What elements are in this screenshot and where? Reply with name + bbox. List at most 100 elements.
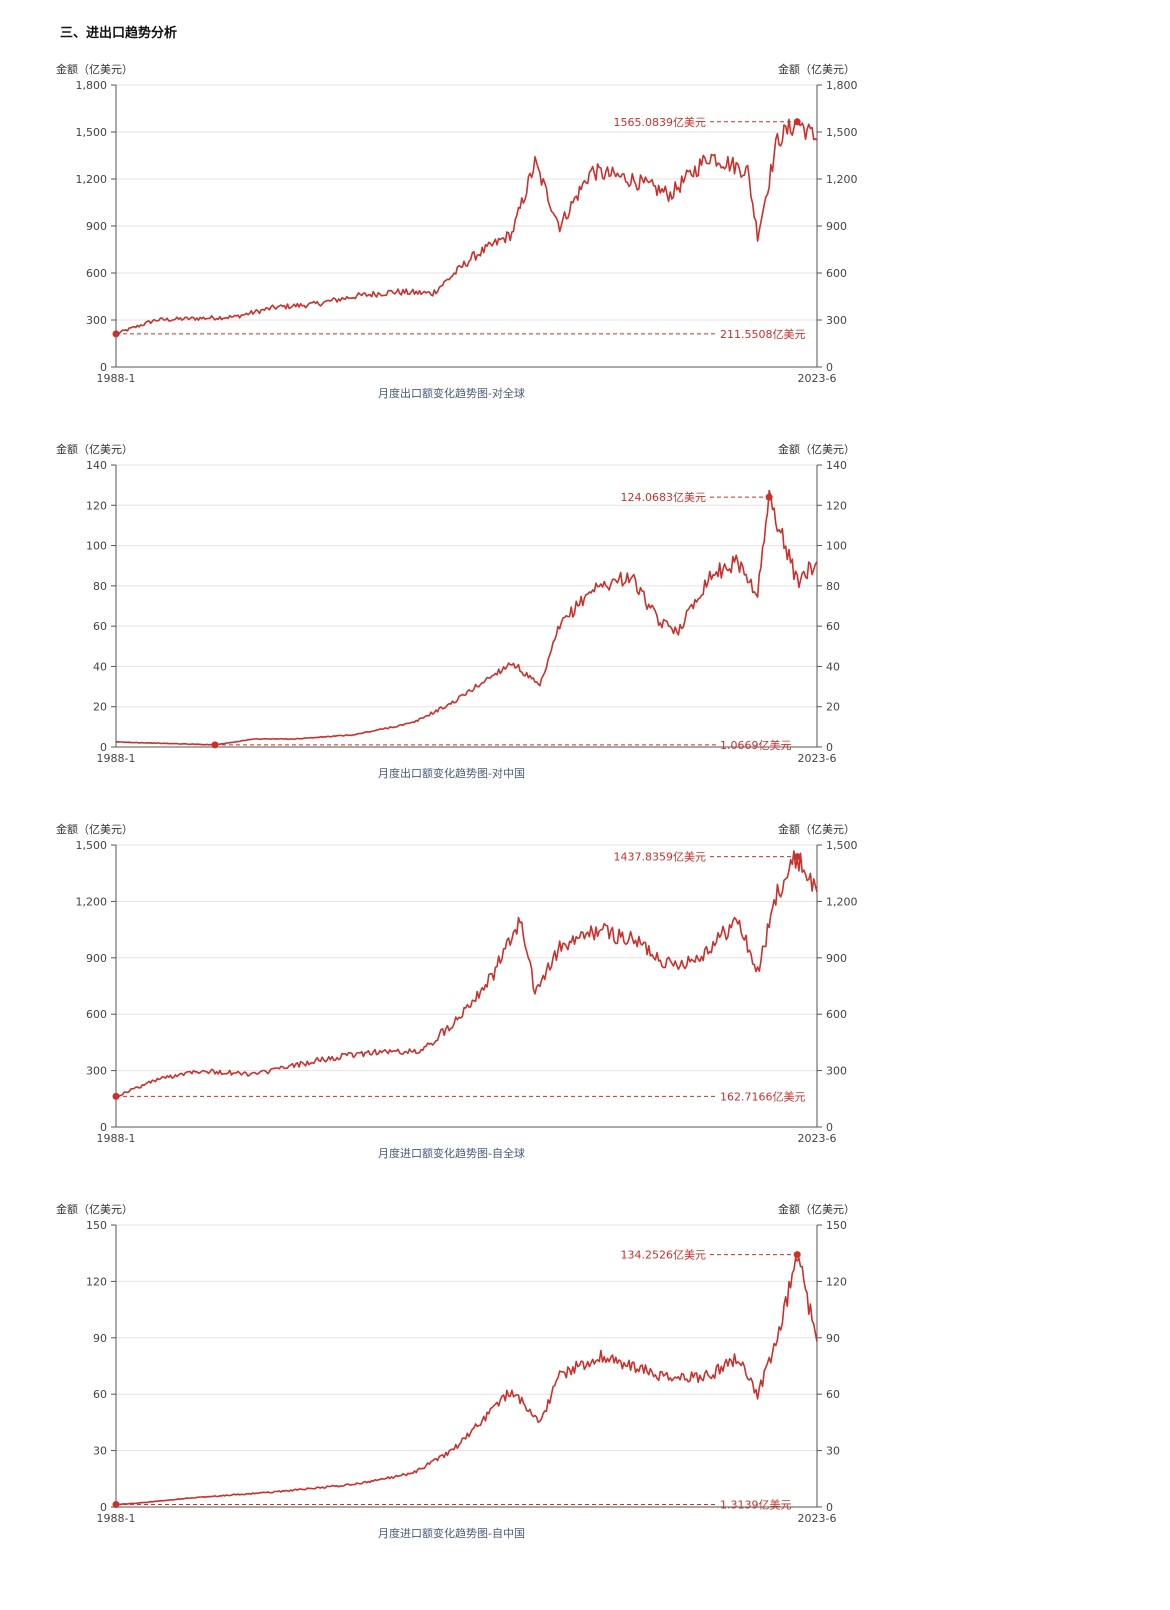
y-axis-title-right: 金额（亿美元）: [778, 62, 855, 76]
chart-title: 月度出口额变化趋势图-对中国: [378, 766, 525, 780]
chart-svg: 0 0 30 30 60 60 90 90 120 120 150 150 金额（亿美元） 金额（亿美元）…: [56, 1202, 855, 1540]
section-title: 三、进出口趋势分析: [60, 26, 178, 41]
min-point: [112, 330, 120, 338]
y-tick-label-right: 0: [826, 741, 833, 754]
chart-title: 月度进口额变化趋势图-自中国: [378, 1526, 525, 1540]
min-label: 162.7166亿美元: [720, 1090, 806, 1103]
chart-import-global: 0 0 300 300 600 600 900 900 1,200 1,200 1,500 1,500…: [0, 815, 1170, 1195]
max-point: [765, 493, 773, 501]
y-axis-title: 金额（亿美元）: [56, 62, 133, 76]
series-line: [115, 1257, 818, 1506]
max-point: [793, 1251, 801, 1259]
y-tick-label: 900: [86, 952, 107, 965]
y-tick-label-right: 1,500: [826, 839, 858, 852]
y-tick-label: 0: [100, 1501, 107, 1514]
y-tick-label-right: 600: [826, 267, 847, 280]
y-tick-label: 120: [86, 499, 107, 512]
y-tick-label: 90: [93, 1332, 107, 1345]
y-tick-label: 300: [86, 1065, 107, 1078]
y-tick-label-right: 90: [826, 1332, 840, 1345]
y-tick-label: 600: [86, 267, 107, 280]
chart-svg: 0 0 300 300 600 600 900 900 1,200 1,200 1,500 1,500…: [56, 822, 858, 1160]
chart-svg: 0 0 20 20 40 40 60 60 80 80 100 100 120 120 140 140 金额（亿…: [56, 442, 855, 780]
x-tick-label-start: 1988-1: [97, 1512, 136, 1525]
y-tick-label-right: 0: [826, 1121, 833, 1134]
y-tick-label: 0: [100, 741, 107, 754]
y-tick-label: 60: [93, 620, 107, 633]
y-tick-label: 20: [93, 701, 107, 714]
y-tick-label-right: 1,500: [826, 126, 858, 139]
max-label: 1437.8359亿美元: [614, 851, 707, 864]
chart-title: 月度出口额变化趋势图-对全球: [378, 386, 525, 400]
y-tick-label-right: 300: [826, 1065, 847, 1078]
y-axis-title: 金额（亿美元）: [56, 442, 133, 456]
min-label: 1.0669亿美元: [720, 739, 792, 752]
y-tick-label: 1,200: [76, 895, 108, 908]
max-point: [793, 853, 801, 861]
chart-title: 月度进口额变化趋势图-自全球: [378, 1146, 525, 1160]
series-line: [115, 118, 818, 335]
x-tick-label-start: 1988-1: [97, 752, 136, 765]
y-tick-label: 30: [93, 1445, 107, 1458]
y-tick-label-right: 900: [826, 220, 847, 233]
y-tick-label-right: 300: [826, 314, 847, 327]
y-axis-title-right: 金额（亿美元）: [778, 822, 855, 836]
y-tick-label-right: 140: [826, 459, 847, 472]
y-tick-label-right: 600: [826, 1008, 847, 1021]
y-tick-label-right: 900: [826, 952, 847, 965]
y-tick-label: 100: [86, 540, 107, 553]
min-label: 1.3139亿美元: [720, 1499, 792, 1512]
y-tick-label: 60: [93, 1388, 107, 1401]
y-axis-title-right: 金额（亿美元）: [778, 1202, 855, 1216]
max-label: 134.2526亿美元: [621, 1249, 707, 1262]
x-tick-label-end: 2023-6: [798, 1512, 837, 1525]
y-tick-label-right: 0: [826, 1501, 833, 1514]
y-tick-label: 1,500: [76, 839, 108, 852]
y-tick-label-right: 80: [826, 580, 840, 593]
min-point: [211, 741, 219, 749]
series-line: [115, 489, 818, 746]
y-tick-label: 80: [93, 580, 107, 593]
x-tick-label-start: 1988-1: [97, 372, 136, 385]
y-tick-label: 40: [93, 660, 107, 673]
chart-svg: 0 0 300 300 600 600 900 900 1,200 1,200 1,500 1,500…: [56, 62, 858, 400]
y-tick-label-right: 1,200: [826, 173, 858, 186]
y-tick-label-right: 1,200: [826, 895, 858, 908]
y-axis-title: 金额（亿美元）: [56, 822, 133, 836]
min-point: [112, 1501, 120, 1509]
max-label: 1565.0839亿美元: [614, 116, 707, 129]
x-tick-label-end: 2023-6: [798, 372, 837, 385]
y-tick-label: 900: [86, 220, 107, 233]
y-tick-label: 300: [86, 314, 107, 327]
y-tick-label: 1,500: [76, 126, 108, 139]
y-tick-label: 1,200: [76, 173, 108, 186]
min-point: [112, 1092, 120, 1100]
y-tick-label: 0: [100, 1121, 107, 1134]
y-tick-label-right: 1,800: [826, 79, 858, 92]
max-point: [793, 118, 801, 126]
y-tick-label-right: 0: [826, 361, 833, 374]
y-tick-label-right: 60: [826, 620, 840, 633]
y-tick-label-right: 40: [826, 660, 840, 673]
y-axis-title: 金额（亿美元）: [56, 1202, 133, 1216]
series-line: [115, 850, 818, 1098]
x-tick-label-start: 1988-1: [97, 1132, 136, 1145]
y-tick-label: 150: [86, 1219, 107, 1232]
y-tick-label-right: 120: [826, 1275, 847, 1288]
chart-export-china: 0 0 20 20 40 40 60 60 80 80 100 100 120 120 140 140 金额（亿…: [0, 435, 1170, 815]
y-tick-label-right: 20: [826, 701, 840, 714]
x-tick-label-end: 2023-6: [798, 752, 837, 765]
y-tick-label-right: 100: [826, 540, 847, 553]
x-tick-label-end: 2023-6: [798, 1132, 837, 1145]
max-label: 124.0683亿美元: [621, 491, 707, 504]
y-tick-label-right: 60: [826, 1388, 840, 1401]
y-tick-label: 140: [86, 459, 107, 472]
y-axis-title-right: 金额（亿美元）: [778, 442, 855, 456]
chart-export-global: 0 0 300 300 600 600 900 900 1,200 1,200 1,500 1,500…: [0, 55, 1170, 435]
y-tick-label: 1,800: [76, 79, 108, 92]
y-tick-label: 120: [86, 1275, 107, 1288]
min-label: 211.5508亿美元: [720, 328, 806, 341]
y-tick-label: 0: [100, 361, 107, 374]
y-tick-label-right: 30: [826, 1445, 840, 1458]
y-tick-label-right: 150: [826, 1219, 847, 1232]
